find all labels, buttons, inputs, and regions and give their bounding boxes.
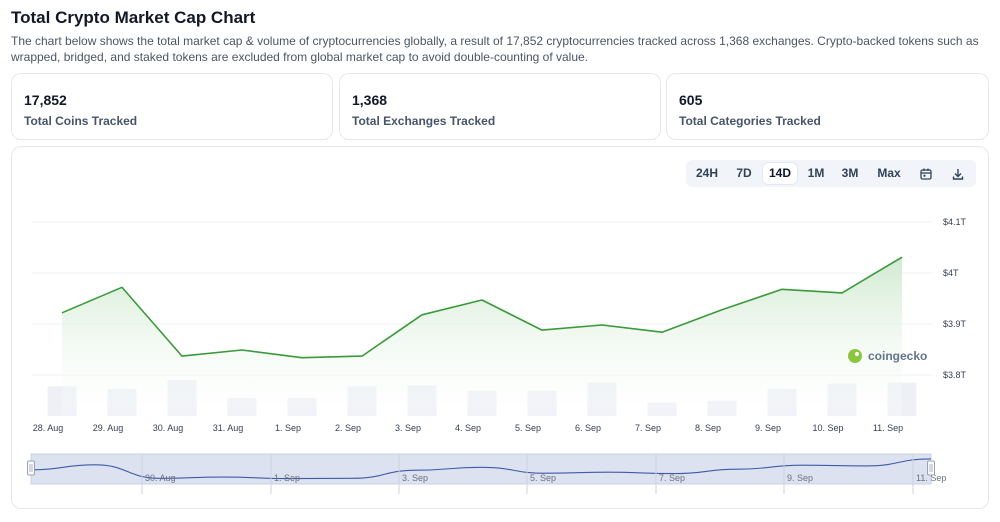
navigator-window	[30, 453, 932, 485]
navigator-tick-label: 11. Sep	[916, 473, 946, 483]
x-tick-label: 3. Sep	[395, 423, 421, 433]
market-cap-line	[61, 256, 903, 359]
stat-value: 17,852	[24, 92, 67, 108]
y-tick-label: $4.1T	[943, 217, 967, 227]
page-title: Total Crypto Market Cap Chart	[11, 8, 256, 27]
navigator-tick-label: 7. Sep	[659, 473, 685, 483]
x-tick-label: 1. Sep	[275, 423, 301, 433]
navigator-tick-label: 3. Sep	[402, 473, 428, 483]
stat-label: Total Coins Tracked	[24, 114, 138, 128]
x-tick-label: 7. Sep	[635, 423, 661, 433]
stat-label: Total Categories Tracked	[679, 114, 821, 128]
y-tick-label: $4T	[943, 268, 959, 278]
market-cap-area	[62, 257, 902, 416]
x-tick-label: 4. Sep	[455, 423, 481, 433]
stat-value: 1,368	[352, 92, 388, 108]
range-selector: 24H 7D 14D 1M 3M Max	[686, 160, 976, 187]
navigator-series-line	[30, 458, 932, 480]
x-tick-label: 6. Sep	[575, 423, 601, 433]
navigator-handle-right[interactable]	[927, 460, 935, 476]
x-tick-label: 9. Sep	[755, 423, 781, 433]
range-button-24h[interactable]: 24H	[695, 166, 718, 180]
range-button-3m[interactable]: 3M	[841, 166, 859, 180]
x-tick-label: 29. Aug	[93, 423, 124, 433]
stat-card-exchanges: 1,368 Total Exchanges Tracked	[339, 73, 661, 140]
navigator-handle-left[interactable]	[27, 460, 35, 476]
navigator[interactable]: 30. Aug 1. Sep 3. Sep 5. Sep 7. Sep 9. Sep 11.…	[27, 453, 947, 494]
stat-card-coins: 17,852 Total Coins Tracked	[11, 73, 333, 140]
x-tick-label: 5. Sep	[515, 423, 541, 433]
navigator-tick-label: 30. Aug	[145, 473, 176, 483]
navigator-tick-label: 5. Sep	[530, 473, 556, 483]
range-button-7d[interactable]: 7D	[736, 166, 752, 180]
watermark-text: coingecko	[868, 349, 927, 363]
x-tick-label: 11. Sep	[873, 423, 903, 433]
x-tick-label: 30. Aug	[153, 423, 184, 433]
download-icon[interactable]	[946, 163, 970, 184]
range-button-14d[interactable]: 14D	[763, 163, 797, 184]
x-tick-label: 10. Sep	[812, 423, 843, 433]
range-button-1m[interactable]: 1M	[807, 166, 825, 180]
navigator-tick-label: 9. Sep	[787, 473, 813, 483]
range-button-max[interactable]: Max	[877, 166, 901, 180]
stat-card-categories: 605 Total Categories Tracked	[666, 73, 989, 140]
watermark: coingecko	[848, 349, 927, 363]
stat-label: Total Exchanges Tracked	[352, 114, 496, 128]
x-tick-label: 2. Sep	[335, 423, 361, 433]
x-tick-label: 31. Aug	[213, 423, 244, 433]
stat-value: 605	[679, 92, 703, 108]
coingecko-logo-icon	[848, 349, 862, 363]
page-description: The chart below shows the total market c…	[11, 34, 979, 64]
navigator-tick-label: 1. Sep	[274, 473, 300, 483]
calendar-icon[interactable]	[914, 163, 938, 184]
y-tick-label: $3.9T	[943, 319, 967, 329]
x-tick-label: 28. Aug	[33, 423, 64, 433]
coingecko-logo-eye	[855, 352, 859, 356]
x-tick-label: 8. Sep	[695, 423, 721, 433]
y-tick-label: $3.8T	[943, 370, 967, 380]
